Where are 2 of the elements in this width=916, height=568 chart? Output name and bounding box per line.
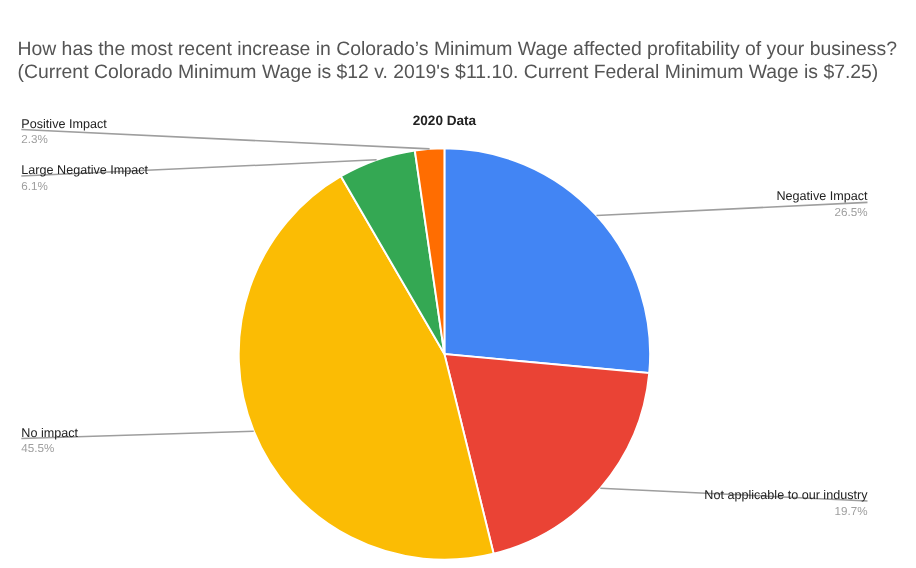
text: How has the most recent increase in Colorado’s Minimum Wage affected profitability of your business? xyxy=(17,39,897,62)
text: (Current Colorado Minimum Wage is $12 v. 2019's $11.10. Current Federal Minimum Wage is $7.25) xyxy=(17,62,879,85)
